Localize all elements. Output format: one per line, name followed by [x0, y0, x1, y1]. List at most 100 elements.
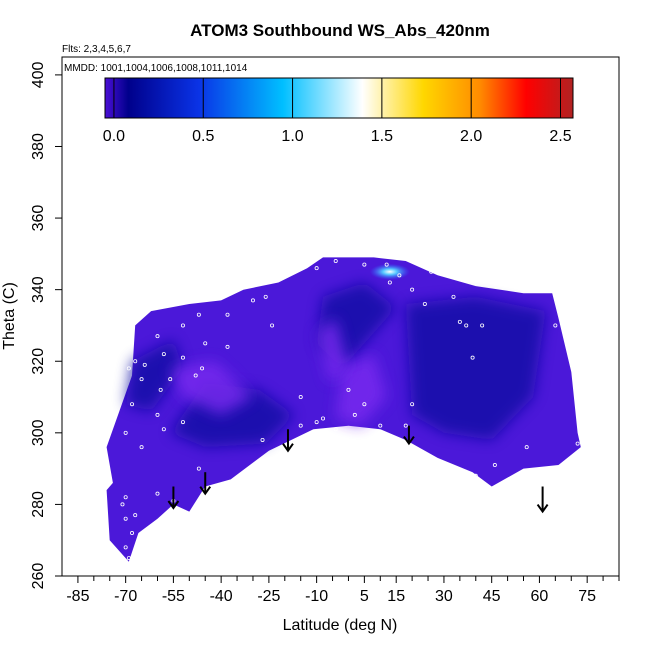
obs-point: [130, 402, 135, 407]
field-layer: [106, 257, 581, 562]
obs-point: [492, 463, 497, 468]
obs-point: [91, 448, 96, 453]
colorbar: 0.0 0.5 1.0 1.5 2.0 2.5: [103, 77, 574, 145]
obs-point: [155, 334, 160, 339]
obs-point: [158, 387, 163, 392]
obs-point: [225, 312, 230, 317]
obs-point: [161, 352, 166, 357]
obs-point: [270, 323, 275, 328]
obs-point: [352, 412, 357, 417]
obs-point: [123, 495, 128, 500]
x-tick-label: -10: [305, 588, 328, 605]
obs-point: [130, 531, 135, 536]
arrow-head: [167, 500, 180, 510]
x-tick-label: 15: [387, 588, 405, 605]
field-peak: [369, 263, 410, 280]
obs-point: [126, 366, 131, 371]
obs-point: [123, 430, 128, 435]
colorbar-tick-label: 2.5: [549, 128, 571, 145]
obs-point: [133, 359, 138, 364]
obs-point: [403, 423, 408, 428]
obs-point: [384, 262, 389, 267]
colorbar-ticks: 0.0 0.5 1.0 1.5 2.0 2.5: [103, 78, 572, 145]
obs-point: [200, 366, 205, 371]
obs-point: [180, 323, 185, 328]
arrow-head: [403, 435, 415, 446]
obs-point: [464, 323, 469, 328]
y-tick-label: 280: [30, 491, 47, 518]
obs-point: [139, 377, 144, 382]
y-tick-label: 400: [30, 61, 47, 88]
arrow-head: [282, 443, 294, 453]
obs-point: [346, 387, 351, 392]
obs-point: [123, 516, 128, 521]
x-tick-label: 60: [531, 588, 549, 605]
obs-point: [562, 291, 567, 296]
obs-point: [193, 373, 198, 378]
y-tick-label: 360: [30, 205, 47, 232]
obs-point: [410, 402, 415, 407]
obs-point: [130, 566, 135, 571]
x-tick-label: 45: [483, 588, 501, 605]
obs-point: [225, 344, 230, 349]
field-light-region: [170, 361, 253, 415]
field-dark-region: [405, 296, 546, 440]
obs-point: [480, 323, 485, 328]
obs-point: [314, 266, 319, 271]
obs-point: [298, 395, 303, 400]
chart-title: ATOM3 Southbound WS_Abs_420nm: [190, 21, 490, 40]
y-tick-label: 260: [30, 563, 47, 590]
x-tick-label: -85: [66, 588, 89, 605]
obs-point: [473, 473, 478, 478]
colorbar-tick-label: 2.0: [460, 128, 482, 145]
obs-point: [333, 427, 338, 432]
x-axis-label: Latitude (deg N): [283, 617, 398, 634]
obs-point: [451, 294, 456, 299]
obs-point: [387, 280, 392, 285]
field-light-region: [335, 354, 387, 426]
y-tick-label: 320: [30, 348, 47, 375]
x-axis: -85 -70 -55 -40 -25 -10 5 15 30 45 60 75: [62, 575, 620, 605]
obs-point: [155, 491, 160, 496]
obs-point: [133, 513, 138, 518]
obs-point: [139, 445, 144, 450]
field-dark-region: [125, 339, 183, 412]
obs-point: [314, 420, 319, 425]
y-tick-label: 340: [30, 276, 47, 303]
x-tick-label: -55: [162, 588, 185, 605]
flights-note: Flts: 2,3,4,5,6,7: [62, 44, 131, 55]
obs-point: [457, 319, 462, 324]
arrow-head: [536, 503, 549, 514]
obs-point: [120, 502, 125, 507]
arrow-head: [199, 486, 212, 496]
obs-point: [161, 427, 166, 432]
obs-point: [470, 355, 475, 360]
obs-point: [298, 423, 303, 428]
obs-point: [196, 312, 201, 317]
obs-point: [155, 412, 160, 417]
obs-point: [126, 556, 131, 561]
x-tick-label: -70: [114, 588, 137, 605]
obs-point: [320, 416, 325, 421]
x-tick-label: 75: [578, 588, 596, 605]
observation-points: [91, 259, 580, 571]
y-tick-label: 380: [30, 133, 47, 160]
obs-point: [362, 402, 367, 407]
x-tick-label: 5: [360, 588, 369, 605]
colorbar-strip: [104, 77, 574, 119]
obs-point: [123, 545, 128, 550]
obs-point: [196, 466, 201, 471]
field-light-region: [316, 318, 349, 383]
x-tick-label: -25: [257, 588, 280, 605]
obs-point: [180, 420, 185, 425]
obs-point: [142, 362, 147, 367]
colorbar-tick-label: 0.5: [192, 128, 214, 145]
obs-point: [378, 423, 383, 428]
obs-point: [180, 355, 185, 360]
obs-point: [429, 269, 434, 274]
obs-point: [524, 445, 529, 450]
obs-point: [263, 294, 268, 299]
colorbar-tick-label: 1.0: [281, 128, 303, 145]
obs-point: [575, 441, 580, 446]
arrow-markers: [167, 425, 549, 514]
